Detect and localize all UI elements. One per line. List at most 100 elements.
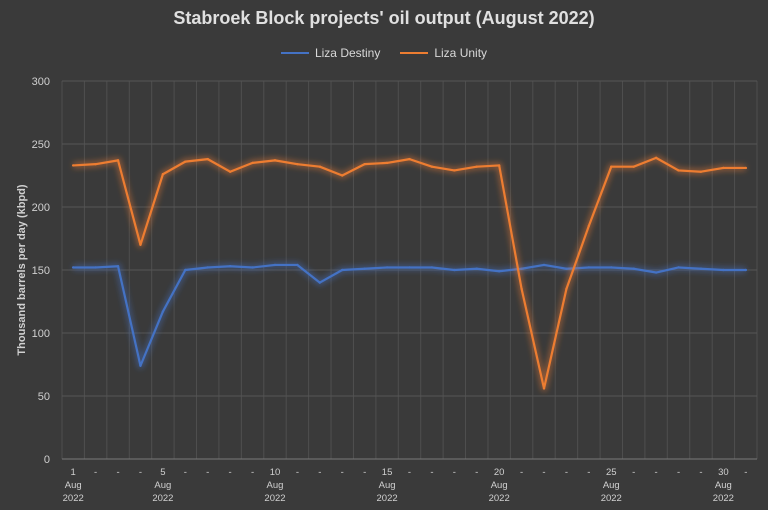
data-point-liza-unity bbox=[475, 165, 478, 168]
data-point-liza-unity bbox=[565, 287, 568, 291]
x-tick-label: - bbox=[408, 467, 411, 478]
x-tick-label: - bbox=[341, 467, 344, 478]
data-point-liza-unity bbox=[139, 243, 142, 246]
data-point-liza-unity bbox=[72, 164, 75, 167]
data-point-liza-unity bbox=[677, 169, 680, 172]
legend-swatch-liza-destiny bbox=[280, 52, 309, 54]
x-tick-label: 30 bbox=[718, 467, 729, 478]
x-tick-label: - bbox=[430, 467, 433, 478]
legend-item-liza-destiny: Liza Destiny bbox=[280, 46, 381, 60]
data-point-liza-destiny bbox=[385, 266, 389, 269]
x-tick-label: 1 bbox=[71, 467, 76, 478]
data-point-liza-unity bbox=[542, 387, 546, 390]
data-point-liza-unity bbox=[116, 159, 120, 162]
data-point-liza-unity bbox=[318, 165, 322, 168]
data-point-liza-unity bbox=[385, 161, 389, 165]
data-point-liza-destiny bbox=[497, 270, 501, 273]
x-tick-label: Aug bbox=[267, 480, 284, 491]
x-tick-label: - bbox=[587, 467, 590, 478]
data-point-liza-destiny bbox=[408, 266, 411, 269]
x-tick-label: 15 bbox=[382, 467, 393, 478]
legend-label-liza-destiny: Liza Destiny bbox=[314, 46, 381, 60]
x-tick-label: - bbox=[632, 467, 635, 478]
data-point-liza-unity bbox=[94, 162, 97, 166]
data-point-liza-unity bbox=[744, 166, 747, 170]
x-tick-label: - bbox=[542, 467, 545, 478]
x-tick-label: Aug bbox=[154, 480, 171, 491]
x-tick-label: 2022 bbox=[489, 493, 510, 504]
data-point-liza-unity bbox=[251, 161, 254, 165]
x-tick-label: 20 bbox=[494, 467, 505, 478]
x-tick-label: - bbox=[296, 467, 299, 478]
axes: 0 50 100 150 200 250 300 1 Aug 2022 - - - 5 Aug 2022 - - -… bbox=[32, 76, 757, 504]
data-point-liza-unity bbox=[699, 170, 703, 173]
data-point-liza-destiny bbox=[206, 266, 209, 269]
data-point-liza-destiny bbox=[363, 267, 366, 270]
data-point-liza-destiny bbox=[251, 266, 254, 269]
data-point-liza-destiny bbox=[94, 266, 97, 269]
data-point-liza-unity bbox=[654, 156, 658, 160]
data-point-liza-destiny bbox=[341, 268, 344, 272]
x-tick-label: 2022 bbox=[264, 493, 285, 504]
data-point-liza-unity bbox=[408, 157, 411, 161]
x-tick-label: - bbox=[565, 467, 568, 478]
data-point-liza-destiny bbox=[72, 266, 75, 269]
data-point-liza-destiny bbox=[699, 267, 703, 270]
legend: Liza Destiny Liza Unity bbox=[0, 46, 768, 60]
x-tick-label: 2022 bbox=[713, 493, 734, 504]
x-tick-label: - bbox=[744, 467, 747, 478]
y-tick-label: 200 bbox=[32, 202, 50, 214]
data-point-liza-unity bbox=[497, 164, 501, 167]
x-tick-label: - bbox=[677, 467, 680, 478]
x-tick-label: - bbox=[94, 467, 97, 478]
y-tick-label: 250 bbox=[32, 139, 50, 151]
data-point-liza-unity bbox=[610, 165, 613, 168]
y-tick-label: 100 bbox=[32, 328, 50, 340]
data-point-liza-unity bbox=[453, 169, 456, 172]
data-point-liza-destiny bbox=[610, 266, 613, 269]
y-tick-label: 150 bbox=[32, 265, 50, 277]
x-tick-label: - bbox=[139, 467, 142, 478]
data-point-liza-destiny bbox=[677, 266, 680, 269]
x-tick-label: 10 bbox=[270, 467, 281, 478]
data-point-liza-unity bbox=[632, 165, 635, 168]
x-tick-label: - bbox=[206, 467, 209, 478]
data-point-liza-unity bbox=[520, 287, 523, 291]
data-point-liza-unity bbox=[161, 173, 165, 176]
data-point-liza-unity bbox=[184, 160, 187, 163]
x-tick-label: - bbox=[116, 467, 119, 478]
x-tick-label: - bbox=[251, 467, 254, 478]
data-point-liza-destiny bbox=[542, 263, 546, 267]
chart-title: Stabroek Block projects' oil output (Aug… bbox=[173, 8, 595, 28]
x-tick-label: - bbox=[699, 467, 702, 478]
x-tick-label: Aug bbox=[379, 480, 396, 491]
data-point-liza-destiny bbox=[228, 265, 232, 268]
data-point-liza-destiny bbox=[430, 266, 434, 269]
data-point-liza-unity bbox=[587, 224, 591, 228]
data-point-liza-destiny bbox=[654, 271, 658, 274]
data-point-liza-unity bbox=[430, 165, 434, 168]
x-tick-label: - bbox=[363, 467, 366, 478]
data-point-liza-unity bbox=[273, 159, 277, 162]
data-point-liza-unity bbox=[206, 157, 209, 161]
x-tick-label: - bbox=[453, 467, 456, 478]
x-tick-label: 2022 bbox=[601, 493, 622, 504]
data-point-liza-destiny bbox=[116, 265, 120, 268]
x-tick-label: 2022 bbox=[152, 493, 173, 504]
x-tick-label: - bbox=[475, 467, 478, 478]
data-point-liza-destiny bbox=[744, 268, 747, 272]
data-point-liza-destiny bbox=[296, 263, 299, 267]
x-tick-label: 2022 bbox=[377, 493, 398, 504]
data-point-liza-destiny bbox=[632, 267, 635, 270]
x-tick-label: Aug bbox=[65, 480, 82, 491]
data-point-liza-unity bbox=[228, 170, 232, 173]
legend-swatch-liza-unity bbox=[400, 52, 429, 54]
data-point-liza-destiny bbox=[475, 267, 478, 270]
y-tick-label: 50 bbox=[38, 391, 50, 403]
data-point-liza-unity bbox=[722, 166, 725, 170]
y-tick-label: 0 bbox=[44, 454, 50, 466]
x-tick-label: Aug bbox=[603, 480, 620, 491]
data-point-liza-destiny bbox=[273, 263, 277, 267]
